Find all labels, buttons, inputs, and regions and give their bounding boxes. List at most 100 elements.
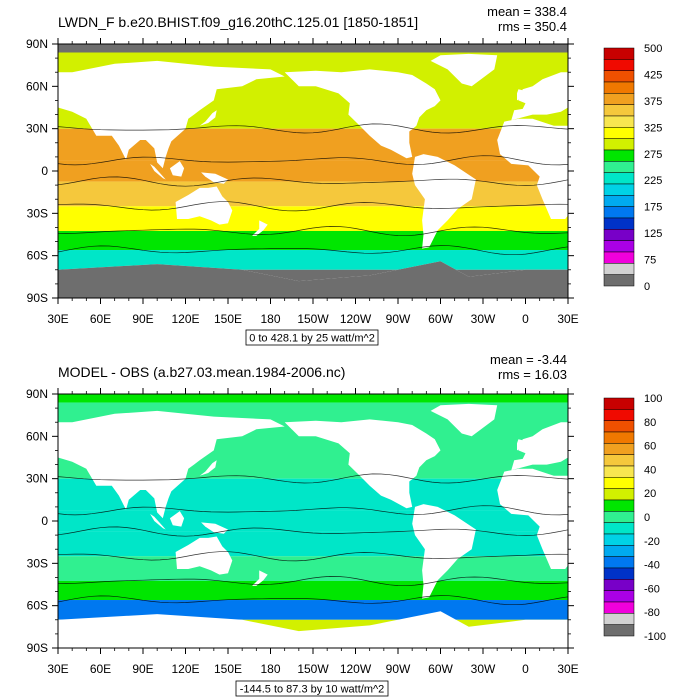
colorbar-swatch: [603, 579, 635, 591]
continent-mask: [58, 60, 285, 169]
y-tick-label: 60N: [26, 79, 48, 93]
continent-mask: [497, 118, 568, 219]
y-tick-label: 30N: [26, 472, 48, 486]
panel-1-x-axis: 30E 60E 90E 120E 150E 180 150W 120W 90W 60W 30W 0 30…: [47, 38, 579, 326]
panel-2-title: MODEL - OBS (a.b27.03.mean.1984-2006.nc): [58, 364, 345, 380]
field-band: [58, 181, 568, 207]
x-tick-label: 30E: [47, 662, 68, 676]
colorbar-swatch: [603, 115, 635, 128]
contour-line: [58, 155, 568, 166]
x-tick-label: 0: [522, 312, 529, 326]
colorbar-swatch: [603, 104, 635, 117]
continent-mask: [58, 410, 285, 519]
colorbar-swatch: [603, 601, 635, 614]
contour-line: [58, 576, 568, 587]
contour-line: [58, 245, 568, 256]
y-tick-label: 90S: [27, 641, 48, 655]
continent-mask: [252, 570, 268, 586]
panel-1-contour-info-box: [245, 329, 379, 346]
colorbar-swatch: [603, 522, 635, 535]
colorbar-label: 375: [644, 96, 662, 108]
panel-1-map: [58, 44, 568, 298]
continent-mask: [284, 69, 441, 159]
x-tick-label: 0: [522, 662, 529, 676]
colorbar-swatch: [603, 454, 635, 467]
colorbar-swatch: [603, 465, 635, 478]
y-tick-label: 60S: [27, 599, 48, 613]
contour-line: [58, 526, 568, 537]
colorbar-label: -40: [644, 560, 660, 572]
contour-line: [58, 176, 568, 187]
contour-line: [58, 201, 568, 212]
colorbar-swatch: [603, 545, 635, 557]
colorbar-label: 60: [644, 441, 656, 453]
y-tick-label: 90N: [26, 387, 48, 401]
colorbar-label: -80: [644, 607, 660, 619]
x-tick-label: 90E: [132, 312, 153, 326]
field-band: [58, 580, 568, 601]
colorbar-swatch: [603, 251, 635, 264]
contour-line: [58, 551, 568, 562]
continent-mask: [511, 72, 568, 121]
x-tick-label: 150W: [297, 312, 329, 326]
colorbar-swatch: [603, 409, 635, 421]
continent-mask: [412, 504, 476, 599]
colorbar-label: -60: [644, 583, 660, 595]
colorbar-label: 0: [644, 512, 650, 524]
x-tick-label: 150W: [297, 662, 329, 676]
continent-mask: [430, 53, 498, 87]
colorbar-swatch: [603, 397, 635, 410]
x-tick-label: 120E: [171, 662, 199, 676]
panel-1-colorbar: 500 425 375 325 275 225 175 125 75 0: [603, 43, 662, 293]
panel-2-colorbar: 100 80 60 40 20 0 -20 -40 -60 -80 -100: [603, 393, 666, 643]
panel-2-y-axis: 90N 60N 30N 0 30S 60S 90S: [26, 387, 574, 655]
colorbar-swatch: [603, 81, 635, 94]
continent-mask: [199, 460, 217, 476]
colorbar-swatch: [603, 161, 635, 173]
colorbar-swatch: [603, 477, 635, 489]
colorbar-label: 175: [644, 202, 662, 214]
colorbar-label: 40: [644, 464, 656, 476]
continent-mask: [284, 419, 441, 509]
panel-2-contour-info-box: [235, 680, 389, 697]
arctic-ice: [58, 44, 568, 53]
colorbar-label: 75: [644, 255, 656, 267]
y-tick-label: 60S: [27, 249, 48, 263]
colorbar-swatch: [603, 274, 635, 287]
colorbar-swatch: [603, 533, 635, 546]
colorbar-swatch: [603, 590, 635, 603]
continent-mask: [199, 110, 217, 126]
panel-1-contour-info: 0 to 428.1 by 25 watt/m^2: [249, 333, 375, 345]
colorbar-swatch: [603, 556, 635, 569]
contour-line: [58, 505, 568, 516]
field-band: [58, 556, 568, 581]
x-tick-label: 60E: [90, 312, 111, 326]
x-tick-label: 120E: [171, 312, 199, 326]
x-tick-label: 30E: [557, 312, 578, 326]
colorbar-label: -20: [644, 536, 660, 548]
arctic-band: [58, 394, 568, 403]
panel-1-land: [58, 44, 568, 298]
colorbar-swatch: [603, 567, 635, 580]
contour-line: [58, 595, 568, 606]
x-tick-label: 60W: [428, 312, 453, 326]
colorbar-label: 20: [644, 488, 656, 500]
x-tick-label: 60W: [428, 662, 453, 676]
x-tick-label: 30W: [471, 662, 496, 676]
colorbar-swatch: [603, 70, 635, 83]
panel-2: MODEL - OBS (a.b27.03.mean.1984-2006.nc)…: [26, 352, 666, 697]
colorbar-swatch: [603, 127, 635, 139]
x-tick-label: 150E: [214, 662, 242, 676]
colorbar-label: 0: [644, 281, 650, 293]
colorbar-label: 80: [644, 417, 656, 429]
y-tick-label: 30N: [26, 122, 48, 136]
panel-1-rms: rms = 350.4: [498, 19, 567, 34]
colorbar-swatch: [603, 93, 635, 105]
colorbar-swatch: [603, 206, 635, 219]
continent-mask: [412, 154, 476, 249]
panel-2-contour-info: -144.5 to 87.3 by 10 watt/m^2: [240, 684, 385, 696]
colorbar-swatch: [603, 59, 635, 71]
colorbar-swatch: [603, 183, 635, 196]
x-tick-label: 180: [260, 662, 280, 676]
